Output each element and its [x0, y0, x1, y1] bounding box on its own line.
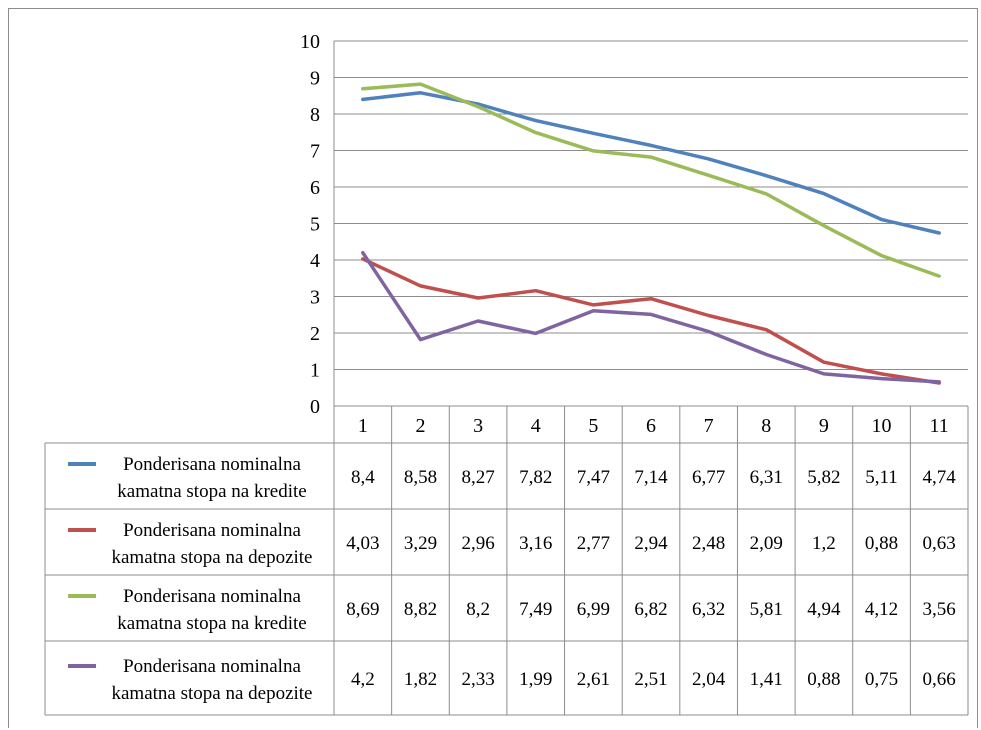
data-table-cell: 2,94: [634, 533, 668, 554]
data-table-cell: 8,2: [466, 599, 490, 620]
data-table-cell: 6,77: [692, 467, 725, 488]
y-tick-label: 7: [310, 141, 320, 163]
data-table-cell: 2,33: [461, 669, 494, 690]
data-table-cell: 4,94: [807, 599, 841, 620]
data-table-cell: 0,75: [865, 669, 898, 690]
legend-label-line-1: Ponderisana nominalna: [123, 454, 301, 475]
data-table-cell: 5,11: [865, 467, 898, 488]
series-line-3: [361, 82, 941, 278]
legend-label-line-2: kamatna stopa na kredite: [117, 613, 306, 634]
legend-label-line-1: Ponderisana nominalna: [123, 520, 301, 541]
chart-frame: [8, 8, 978, 728]
data-table-cell: 1,41: [750, 669, 783, 690]
data-table-cell: 7,82: [519, 467, 552, 488]
data-table-cell: 2,09: [750, 533, 783, 554]
data-table-cell: 4,03: [346, 533, 379, 554]
y-tick-label: 8: [310, 104, 320, 126]
data-table-cell: 7,47: [577, 467, 610, 488]
data-table-cell: 2,96: [461, 533, 494, 554]
data-table-cell: 6,99: [577, 599, 610, 620]
data-table-cell: 2,48: [692, 533, 725, 554]
data-table-cell: 8,27: [461, 467, 494, 488]
data-table-cell: 0,66: [923, 669, 956, 690]
data-table-cell: 3,16: [519, 533, 552, 554]
data-table-cell: 1,2: [812, 533, 836, 554]
x-tick-label: 11: [930, 415, 949, 437]
data-table-cell: 7,14: [634, 467, 668, 488]
legend-label-line-1: Ponderisana nominalna: [123, 586, 301, 607]
x-tick-label: 2: [415, 415, 425, 437]
data-table-cell: 7,49: [519, 599, 552, 620]
series-line-2: [361, 257, 941, 385]
x-tick-label: 3: [473, 415, 483, 437]
x-tick-label: 9: [819, 415, 829, 437]
x-tick-label: 10: [872, 415, 892, 437]
data-table-cell: 0,63: [923, 533, 956, 554]
x-tick-label: 5: [588, 415, 598, 437]
y-tick-label: 9: [310, 68, 320, 90]
data-table-cell: 6,32: [692, 599, 725, 620]
data-table-cell: 1,82: [404, 669, 437, 690]
data-table-cell: 6,82: [634, 599, 667, 620]
series-line-4: [361, 250, 941, 384]
y-tick-label: 3: [310, 287, 320, 309]
data-table-cell: 3,56: [923, 599, 956, 620]
data-table-cell: 1,99: [519, 669, 552, 690]
data-table-cell: 2,04: [692, 669, 726, 690]
data-table-cell: 8,69: [346, 599, 379, 620]
legend-label-line-2: kamatna stopa na depozite: [111, 683, 312, 704]
data-table-cell: 6,31: [750, 467, 783, 488]
data-table-cell: 0,88: [807, 669, 840, 690]
y-tick-label: 6: [310, 177, 320, 199]
data-table-cell: 5,81: [750, 599, 783, 620]
y-tick-label: 2: [310, 323, 320, 345]
data-table-cell: 2,77: [577, 533, 610, 554]
legend-label-line-2: kamatna stopa na kredite: [117, 481, 306, 502]
data-table-cell: 8,58: [404, 467, 437, 488]
x-tick-label: 6: [646, 415, 656, 437]
legend-label-line-1: Ponderisana nominalna: [123, 656, 301, 677]
data-table-cell: 3,29: [404, 533, 437, 554]
data-table-cell: 5,82: [807, 467, 840, 488]
y-tick-label: 5: [310, 214, 320, 236]
y-tick-label: 4: [310, 250, 320, 272]
data-table-cell: 4,12: [865, 599, 898, 620]
data-table-cell: 8,4: [351, 467, 375, 488]
x-tick-label: 8: [761, 415, 771, 437]
data-table-cell: 4,2: [351, 669, 375, 690]
y-tick-label: 0: [310, 396, 320, 418]
data-table-cell: 4,74: [923, 467, 957, 488]
y-tick-label: 1: [310, 360, 320, 382]
data-table-cell: 2,61: [577, 669, 610, 690]
data-table-cell: 0,88: [865, 533, 898, 554]
data-table-cell: 8,82: [404, 599, 437, 620]
x-tick-label: 1: [358, 415, 368, 437]
x-tick-label: 7: [704, 415, 714, 437]
y-tick-label: 10: [300, 31, 320, 53]
legend-label-line-2: kamatna stopa na depozite: [111, 547, 312, 568]
x-tick-label: 4: [531, 415, 541, 437]
data-table-cell: 2,51: [634, 669, 667, 690]
